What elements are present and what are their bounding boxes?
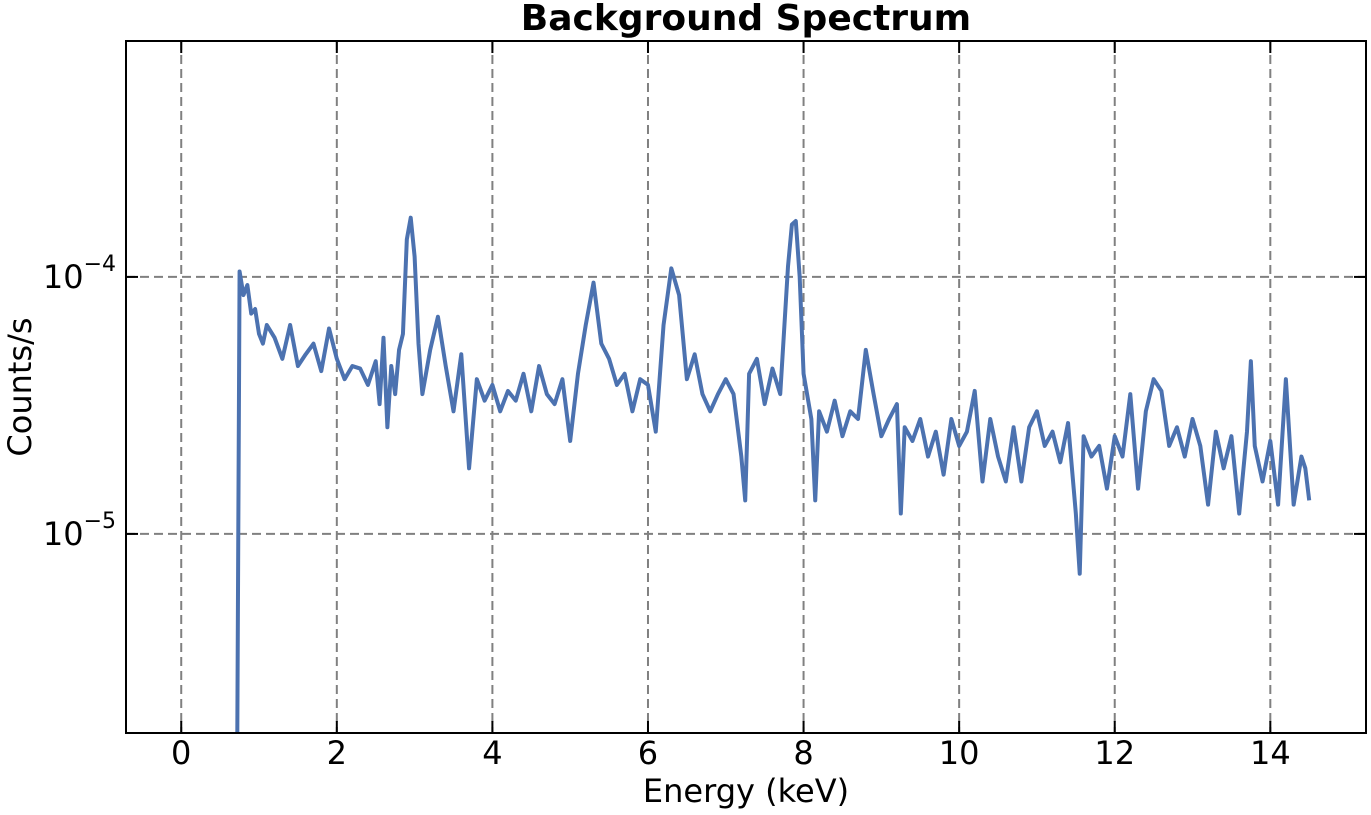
y-tick-exponent: −5 <box>84 509 116 534</box>
x-tick-label: 6 <box>638 734 658 772</box>
x-tick-label: 4 <box>482 734 502 772</box>
x-tick-label: 2 <box>327 734 347 772</box>
x-tick-label: 8 <box>793 734 813 772</box>
y-tick-label: 10−4 <box>43 252 116 296</box>
x-tick-label: 10 <box>939 734 980 772</box>
y-tick-exponent: −4 <box>84 252 116 277</box>
y-tick-base: 10 <box>43 515 84 553</box>
plot-frame <box>125 40 1367 734</box>
spectrum-line <box>235 215 1312 733</box>
y-tick-label: 10−5 <box>43 509 116 553</box>
x-tick-label: 0 <box>171 734 191 772</box>
y-tick-base: 10 <box>43 258 84 296</box>
x-tick-label: 12 <box>1094 734 1135 772</box>
chart-title: Background Spectrum <box>521 0 971 39</box>
x-axis-label: Energy (keV) <box>643 772 849 810</box>
y-axis-label: Counts/s <box>1 317 39 456</box>
x-tick-label: 14 <box>1250 734 1291 772</box>
